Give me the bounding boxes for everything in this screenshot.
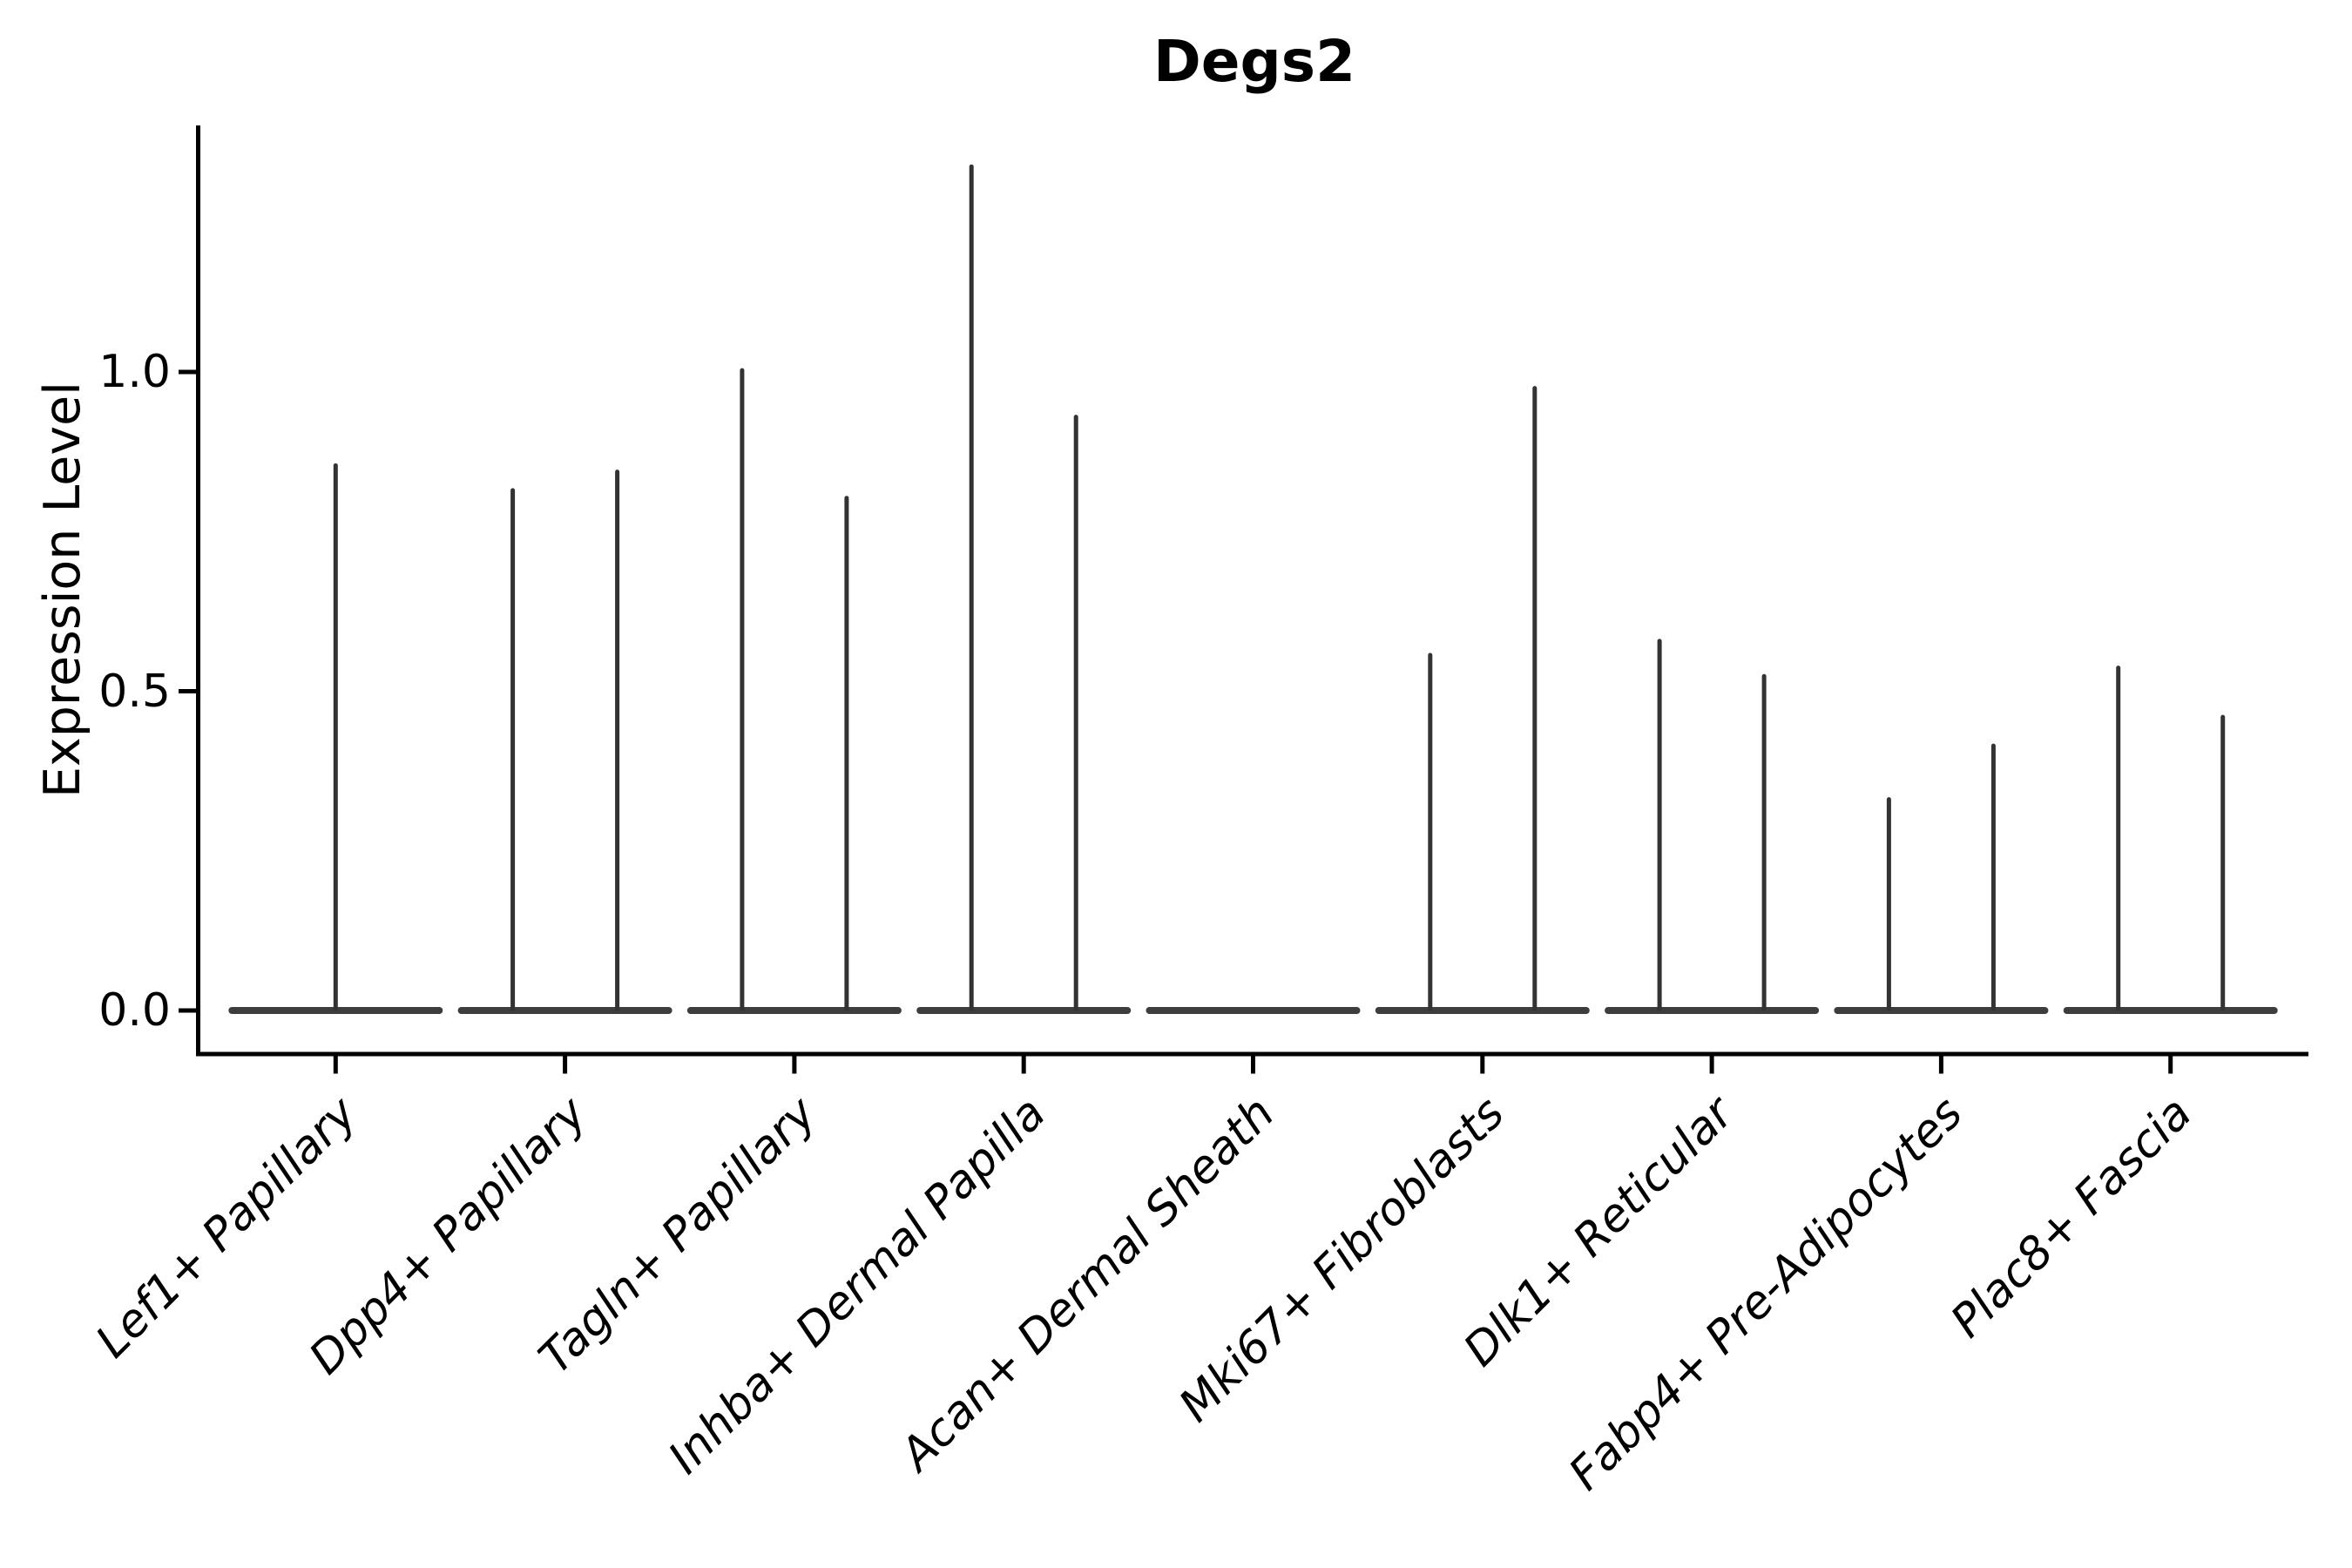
y-tick-label: 0.5 [98, 665, 171, 718]
y-tick-label: 0.0 [98, 984, 171, 1037]
plot-title: Degs2 [1153, 28, 1355, 95]
y-tick-label: 1.0 [98, 346, 171, 398]
